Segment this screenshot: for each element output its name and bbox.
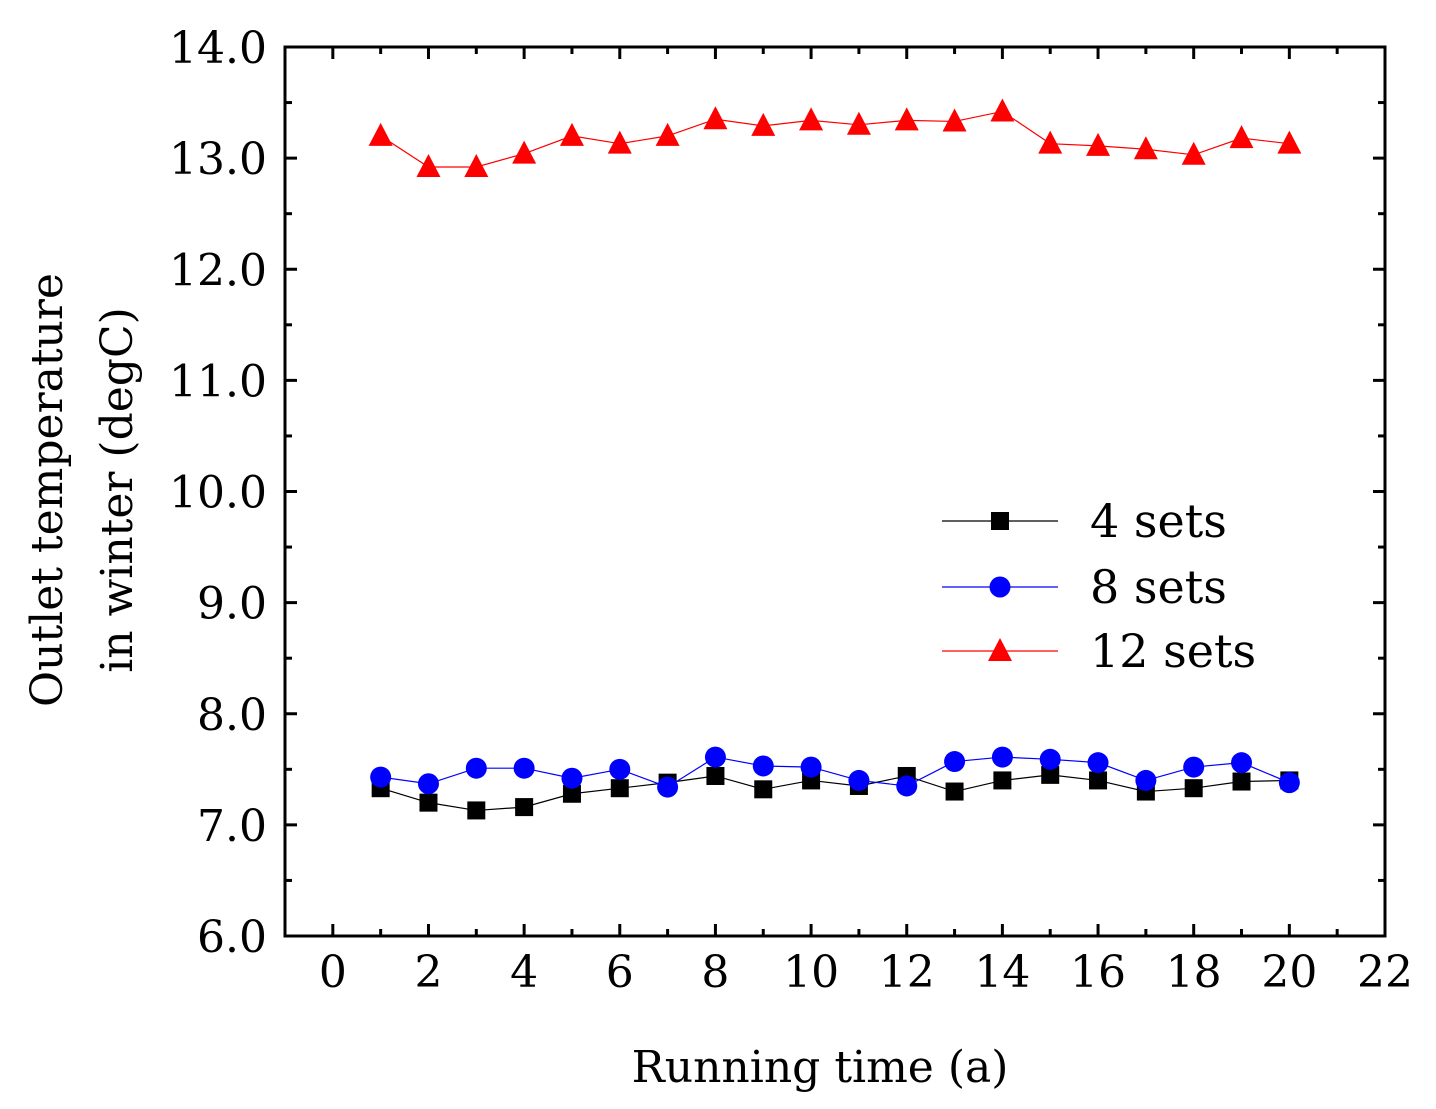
series-triangle <box>368 98 1302 178</box>
y-tick-label: 6.0 <box>197 912 267 963</box>
data-point <box>1181 141 1206 165</box>
x-tick-label: 8 <box>701 947 729 998</box>
x-tick-label: 20 <box>1261 947 1317 998</box>
data-point <box>609 758 631 780</box>
series-group <box>368 98 1302 820</box>
y-tick-label: 10.0 <box>169 468 267 519</box>
x-tick-label: 22 <box>1357 947 1413 998</box>
plot-frame <box>283 45 1387 938</box>
data-point <box>1278 772 1300 794</box>
data-point <box>1229 125 1254 149</box>
data-point <box>848 769 870 791</box>
x-tick-label: 10 <box>783 947 839 998</box>
data-point <box>1133 136 1158 160</box>
data-point <box>464 154 489 178</box>
legend-item: 12 sets <box>942 624 1256 678</box>
y-tick-label: 9.0 <box>197 579 267 630</box>
data-point <box>1135 769 1157 791</box>
data-point <box>1089 771 1108 790</box>
data-point <box>894 107 919 131</box>
data-point <box>1183 756 1205 778</box>
y-tick-label: 11.0 <box>169 356 267 407</box>
data-point <box>512 140 537 164</box>
axis-ticks: 0 2 4 6 8 10 12 14 16 18 20 22 6.0 7.0 8.0 9.0 10.0 11.0 1… <box>169 23 1413 998</box>
y-tick-label: 8.0 <box>197 690 267 741</box>
legend: 4 sets 8 sets 12 sets <box>942 494 1256 678</box>
data-point <box>1086 132 1111 156</box>
data-point <box>562 784 581 803</box>
y-tick-label: 14.0 <box>169 23 267 74</box>
data-point <box>703 106 728 130</box>
data-point <box>561 767 583 789</box>
data-point <box>1232 772 1251 791</box>
data-point <box>655 122 680 146</box>
data-point <box>559 122 584 146</box>
data-point <box>706 766 725 785</box>
legend-marker <box>991 512 1009 530</box>
x-axis-title: Running time (a) <box>632 1042 1009 1093</box>
data-point <box>370 766 392 788</box>
data-point <box>751 112 776 136</box>
data-point <box>467 801 486 820</box>
data-point <box>1277 130 1302 154</box>
data-point <box>1039 748 1061 770</box>
data-point <box>846 111 871 135</box>
legend-label: 8 sets <box>1090 560 1227 614</box>
data-point <box>991 746 1013 768</box>
legend-marker <box>989 576 1011 598</box>
x-tick-label: 2 <box>414 947 442 998</box>
data-point <box>1231 752 1253 774</box>
data-point <box>752 755 774 777</box>
x-tick-label: 4 <box>510 947 538 998</box>
y-axis-title-line-1: Outlet temperature <box>22 273 73 707</box>
legend-item: 4 sets <box>942 494 1227 548</box>
data-point <box>800 756 822 778</box>
data-point <box>1041 765 1060 784</box>
data-point <box>704 746 726 768</box>
data-point <box>657 776 679 798</box>
data-point <box>419 793 438 812</box>
legend-label: 12 sets <box>1090 624 1256 678</box>
data-point <box>1184 779 1203 798</box>
data-point <box>1038 130 1063 154</box>
data-point <box>942 108 967 132</box>
x-tick-label: 12 <box>879 947 935 998</box>
data-point <box>465 757 487 779</box>
data-point <box>610 779 629 798</box>
x-tick-label: 14 <box>974 947 1030 998</box>
series-circle <box>370 746 1300 798</box>
series-line <box>380 110 1290 168</box>
data-point <box>607 130 632 154</box>
data-point <box>417 773 439 795</box>
data-point <box>416 154 441 178</box>
data-point <box>1087 752 1109 774</box>
y-tick-label: 12.0 <box>169 245 267 296</box>
x-tick-label: 18 <box>1166 947 1222 998</box>
y-axis-title-line-2: in winter (degC) <box>92 307 143 673</box>
legend-marker <box>988 638 1012 661</box>
data-point <box>944 751 966 773</box>
legend-label: 4 sets <box>1090 494 1227 548</box>
data-point <box>945 782 964 801</box>
data-point <box>513 757 535 779</box>
data-point <box>993 771 1012 790</box>
x-tick-label: 6 <box>606 947 634 998</box>
data-point <box>754 780 773 799</box>
data-point <box>368 122 393 146</box>
data-point <box>515 798 534 817</box>
y-tick-label: 7.0 <box>197 801 267 852</box>
y-tick-label: 13.0 <box>169 134 267 185</box>
data-point <box>799 107 824 131</box>
data-point <box>990 98 1015 122</box>
legend-item: 8 sets <box>942 560 1227 614</box>
x-tick-label: 16 <box>1070 947 1126 998</box>
x-tick-label: 0 <box>319 947 347 998</box>
data-point <box>896 775 918 797</box>
